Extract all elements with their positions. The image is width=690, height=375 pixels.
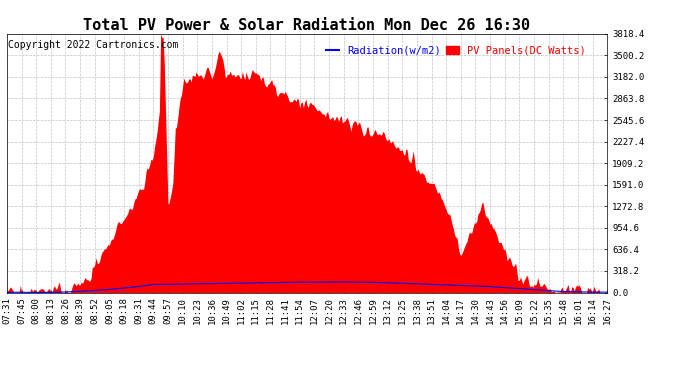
Text: Copyright 2022 Cartronics.com: Copyright 2022 Cartronics.com <box>8 40 179 50</box>
Legend: Radiation(w/m2), PV Panels(DC Watts): Radiation(w/m2), PV Panels(DC Watts) <box>322 42 590 60</box>
Title: Total PV Power & Solar Radiation Mon Dec 26 16:30: Total PV Power & Solar Radiation Mon Dec… <box>83 18 531 33</box>
